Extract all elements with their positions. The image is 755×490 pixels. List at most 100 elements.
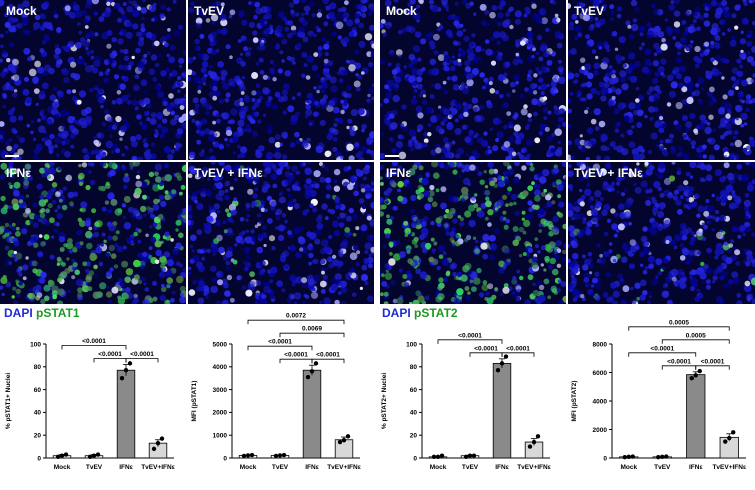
data-point xyxy=(504,354,508,358)
y-axis-label: MFI (pSTAT2) xyxy=(571,381,578,422)
significance-bracket xyxy=(470,353,502,357)
y-tick-label: 60 xyxy=(34,387,42,394)
x-tick-label: Mock xyxy=(620,464,637,471)
y-tick-label: 4000 xyxy=(213,364,228,371)
scale-bar xyxy=(5,155,19,157)
micrograph-right-ifne: IFNε xyxy=(380,162,566,304)
x-tick-label: IFNε xyxy=(305,464,319,471)
p-value-label: <0.0001 xyxy=(650,345,674,352)
micrograph-image xyxy=(0,0,186,160)
micrograph-image xyxy=(188,162,374,304)
data-point xyxy=(124,368,128,372)
scale-bar xyxy=(385,155,399,157)
p-value-label: <0.0001 xyxy=(667,358,691,365)
significance-bracket xyxy=(662,366,696,370)
y-axis-label: % pSTAT1+ Nuclei xyxy=(5,373,12,429)
p-value-label: <0.0001 xyxy=(98,351,122,358)
micrograph-left-ifne: IFNε xyxy=(0,162,186,304)
y-tick-label: 0 xyxy=(223,455,227,462)
data-point xyxy=(690,376,694,380)
y-tick-label: 0 xyxy=(603,455,607,462)
data-point xyxy=(698,369,702,373)
y-tick-label: 100 xyxy=(406,341,417,348)
micrograph-label: TvEV xyxy=(574,4,604,18)
y-tick-label: 4000 xyxy=(593,398,608,405)
bar xyxy=(493,363,511,458)
micrograph-label: TvEV + IFNε xyxy=(574,166,643,180)
data-point xyxy=(731,430,735,434)
bar xyxy=(303,370,321,458)
data-point xyxy=(310,369,314,373)
data-point xyxy=(656,455,660,459)
p-value-label: <0.0001 xyxy=(474,345,498,352)
micrograph-left-mock: Mock xyxy=(0,0,186,160)
data-point xyxy=(432,455,436,459)
data-point xyxy=(342,438,346,442)
data-point xyxy=(472,454,476,458)
data-point xyxy=(152,447,156,451)
p-value-label: <0.0001 xyxy=(82,338,106,345)
micrograph-label: IFNε xyxy=(386,166,411,180)
micrograph-label: IFNε xyxy=(6,166,31,180)
y-axis-label: % pSTAT2+ Nuclei xyxy=(381,373,388,429)
data-point xyxy=(120,376,124,380)
x-tick-label: Mock xyxy=(54,464,71,471)
p-value-label: 0.0005 xyxy=(669,319,689,326)
data-point xyxy=(64,452,68,456)
data-point xyxy=(631,454,635,458)
data-point xyxy=(468,454,472,458)
data-point xyxy=(464,455,468,459)
x-tick-label: TvEV+IFNε xyxy=(141,464,175,471)
data-point xyxy=(440,454,444,458)
x-tick-label: IFNε xyxy=(495,464,509,471)
micrograph-right-mock: Mock xyxy=(380,0,566,160)
p-value-label: <0.0001 xyxy=(316,352,340,359)
data-point xyxy=(536,434,540,438)
data-point xyxy=(88,455,92,459)
micrograph-image xyxy=(0,162,186,304)
y-tick-label: 40 xyxy=(34,410,42,417)
p-value-label: <0.0001 xyxy=(130,351,154,358)
data-point xyxy=(282,453,286,457)
y-tick-label: 8000 xyxy=(593,341,608,348)
micrograph-label: TvEV + IFNε xyxy=(194,166,263,180)
significance-bracket xyxy=(438,340,502,344)
y-tick-label: 5000 xyxy=(213,341,228,348)
significance-bracket xyxy=(94,359,126,363)
significance-bracket xyxy=(280,333,344,337)
significance-bracket xyxy=(62,346,126,350)
p-value-label: 0.0005 xyxy=(686,332,706,339)
data-point xyxy=(627,455,631,459)
y-tick-label: 6000 xyxy=(593,370,608,377)
p-value-label: 0.0069 xyxy=(302,326,322,333)
data-point xyxy=(623,455,627,459)
data-point xyxy=(250,453,254,457)
data-point xyxy=(664,454,668,458)
x-tick-label: TvEV+IFNε xyxy=(517,464,551,471)
x-tick-label: TvEV xyxy=(462,464,479,471)
y-tick-label: 40 xyxy=(410,410,418,417)
p-value-label: 0.0072 xyxy=(286,313,306,320)
micrograph-label: Mock xyxy=(386,4,417,18)
data-point xyxy=(160,436,164,440)
data-point xyxy=(723,439,727,443)
p-value-label: <0.0001 xyxy=(284,352,308,359)
x-tick-label: TvEV+IFNε xyxy=(327,464,361,471)
data-point xyxy=(60,454,64,458)
data-point xyxy=(92,454,96,458)
data-point xyxy=(338,440,342,444)
micrograph-image xyxy=(568,0,755,160)
p-value-label: <0.0001 xyxy=(506,345,530,352)
x-tick-label: TvEV xyxy=(272,464,289,471)
significance-bracket xyxy=(280,359,312,363)
data-point xyxy=(242,454,246,458)
y-tick-label: 20 xyxy=(34,433,42,440)
y-tick-label: 80 xyxy=(34,364,42,371)
data-point xyxy=(314,361,318,365)
significance-bracket xyxy=(629,353,696,357)
significance-bracket xyxy=(629,327,730,331)
